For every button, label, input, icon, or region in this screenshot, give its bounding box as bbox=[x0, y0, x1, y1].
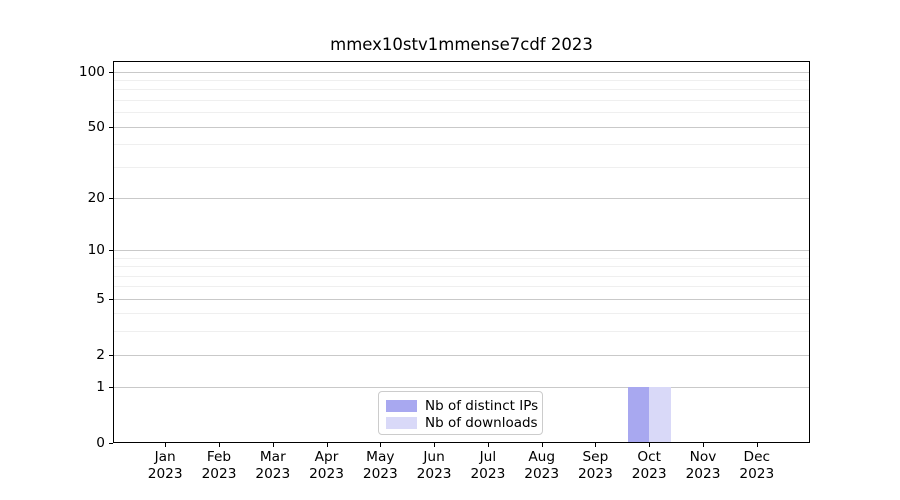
gridline-minor-3 bbox=[114, 331, 809, 333]
x-tick-label-1: Feb 2023 bbox=[201, 449, 237, 482]
gridline-minor-40 bbox=[114, 144, 809, 145]
gridline-minor-4 bbox=[114, 313, 809, 315]
legend-item-downloads: Nb of downloads bbox=[379, 414, 542, 431]
gridline-major-10 bbox=[114, 250, 809, 251]
y-tick-mark-5 bbox=[109, 298, 113, 300]
x-tick-mark-7 bbox=[541, 443, 543, 447]
legend-label-downloads: Nb of downloads bbox=[425, 414, 538, 431]
gridline-major-2 bbox=[114, 354, 809, 356]
x-tick-mark-6 bbox=[487, 443, 489, 447]
y-tick-label-100: 100 bbox=[78, 63, 105, 80]
y-tick-mark-50 bbox=[109, 126, 113, 128]
bar-nb-of-downloads-oct-2023 bbox=[649, 387, 671, 443]
x-tick-label-6: Jul 2023 bbox=[470, 449, 506, 482]
gridline-minor-7 bbox=[114, 275, 809, 277]
x-tick-mark-5 bbox=[434, 443, 436, 447]
legend-swatch-downloads-icon bbox=[386, 416, 417, 429]
x-tick-label-0: Jan 2023 bbox=[147, 449, 183, 482]
x-tick-label-2: Mar 2023 bbox=[255, 449, 291, 482]
gridline-minor-60 bbox=[114, 112, 809, 113]
x-tick-mark-9 bbox=[649, 443, 651, 447]
x-tick-mark-1 bbox=[219, 443, 220, 447]
x-tick-label-3: Apr 2023 bbox=[309, 449, 344, 482]
x-tick-label-11: Dec 2023 bbox=[739, 449, 775, 482]
gridline-major-1 bbox=[114, 387, 809, 389]
legend-label-distinct-ips: Nb of distinct IPs bbox=[425, 397, 539, 414]
gridline-minor-9 bbox=[114, 257, 809, 259]
y-tick-mark-1 bbox=[109, 387, 113, 389]
y-tick-label-20: 20 bbox=[87, 189, 105, 206]
y-tick-mark-0 bbox=[109, 443, 113, 444]
y-tick-mark-2 bbox=[109, 354, 113, 356]
gridline-minor-30 bbox=[114, 166, 809, 168]
y-tick-label-5: 5 bbox=[96, 290, 105, 307]
gridline-major-5 bbox=[114, 298, 809, 300]
y-tick-mark-20 bbox=[109, 197, 113, 199]
x-tick-mark-10 bbox=[703, 443, 704, 447]
gridline-major-20 bbox=[114, 197, 809, 199]
bar-nb-of-distinct-ips-oct-2023 bbox=[627, 387, 650, 443]
gridline-minor-70 bbox=[114, 99, 809, 101]
y-tick-label-1: 1 bbox=[96, 379, 105, 396]
legend-swatch-distinct-ips-icon bbox=[386, 399, 417, 412]
gridline-minor-80 bbox=[114, 89, 809, 91]
gridline-minor-6 bbox=[114, 286, 809, 288]
gridline-major-100 bbox=[114, 71, 809, 73]
y-tick-mark-100 bbox=[109, 71, 113, 73]
gridline-minor-90 bbox=[114, 79, 809, 81]
x-tick-label-5: Jun 2023 bbox=[416, 449, 452, 482]
chart-title: mmex10stv1mmense7cdf 2023 bbox=[330, 35, 593, 54]
y-tick-label-10: 10 bbox=[87, 242, 105, 258]
x-tick-mark-2 bbox=[272, 443, 274, 447]
x-tick-mark-8 bbox=[595, 443, 597, 447]
y-tick-label-2: 2 bbox=[96, 346, 105, 363]
x-tick-label-7: Aug 2023 bbox=[524, 449, 560, 482]
x-tick-label-4: May 2023 bbox=[362, 449, 398, 482]
y-tick-label-0: 0 bbox=[96, 435, 105, 451]
y-tick-mark-10 bbox=[109, 250, 113, 251]
x-tick-mark-11 bbox=[756, 443, 758, 447]
legend: Nb of distinct IPs Nb of downloads bbox=[378, 391, 543, 435]
gridline-minor-8 bbox=[114, 266, 809, 268]
y-tick-label-50: 50 bbox=[87, 118, 105, 135]
legend-item-distinct-ips: Nb of distinct IPs bbox=[379, 397, 542, 414]
x-tick-mark-4 bbox=[380, 443, 382, 447]
gridline-major-50 bbox=[114, 126, 809, 128]
x-tick-label-10: Nov 2023 bbox=[685, 449, 721, 482]
x-tick-label-8: Sep 2023 bbox=[577, 449, 613, 482]
x-tick-mark-0 bbox=[165, 443, 167, 447]
x-tick-mark-3 bbox=[326, 443, 328, 447]
x-tick-label-9: Oct 2023 bbox=[631, 449, 667, 482]
